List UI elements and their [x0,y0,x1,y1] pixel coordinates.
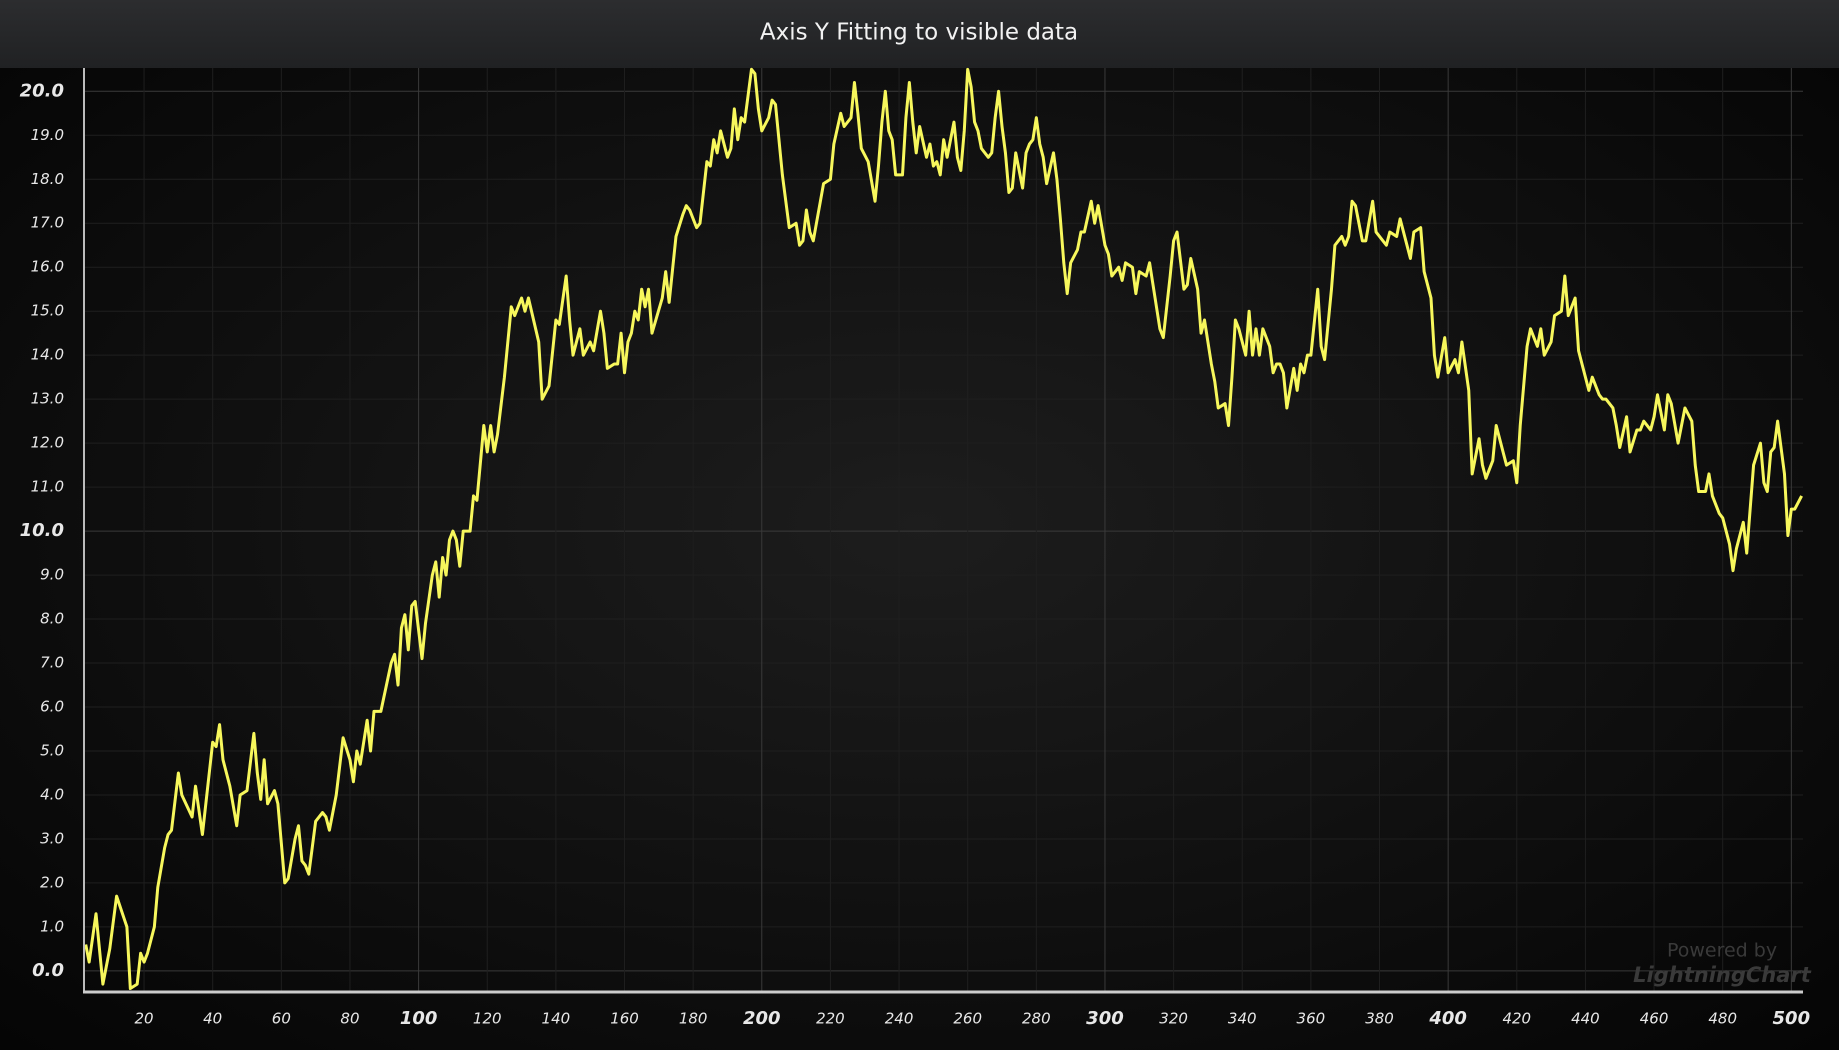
x-tick-label: 100 [400,1008,438,1029]
x-tick-label: 20 [135,1010,154,1028]
x-tick-label: 200 [743,1008,781,1029]
x-tick-label: 240 [885,1010,914,1028]
y-tick-label: 9.0 [40,566,64,584]
plot [84,67,1803,990]
x-tick-label: 440 [1571,1010,1600,1028]
x-tick-label: 280 [1022,1010,1051,1028]
y-tick-label: 0.0 [32,960,64,981]
grid [84,68,1803,992]
x-tick-label: 420 [1502,1010,1531,1028]
x-tick-label: 60 [272,1010,291,1028]
y-tick-label: 15.0 [31,302,64,320]
y-tick-label: 19.0 [31,126,64,144]
x-tick-label: 400 [1428,1008,1467,1029]
y-tick-label: 7.0 [40,654,64,672]
watermark-line2: LightningChart [1633,963,1812,987]
y-tick-label: 20.0 [20,80,64,101]
chart-title: Axis Y Fitting to visible data [760,20,1078,46]
y-tick-label: 10.0 [20,520,64,541]
x-tick-label: 180 [679,1010,708,1028]
x-tick-label: 480 [1708,1010,1737,1028]
x-tick-label: 500 [1773,1008,1811,1029]
y-tick-label: 6.0 [40,698,64,716]
x-tick-label: 380 [1365,1010,1394,1028]
x-tick-label: 300 [1086,1008,1124,1029]
y-tick-label: 12.0 [31,434,64,452]
x-tick-label: 40 [203,1010,222,1028]
x-tick-label: 260 [953,1010,982,1028]
y-tick-label: 13.0 [31,390,64,408]
y-tick-label: 11.0 [31,478,64,496]
x-tick-label: 320 [1159,1010,1188,1028]
y-tick-label: 18.0 [31,170,64,188]
y-tick-label: 2.0 [40,873,64,891]
watermark-line1: Powered by [1667,940,1777,962]
x-tick-label: 140 [542,1010,571,1028]
x-tick-label: 460 [1640,1010,1669,1028]
y-tick-label: 17.0 [31,214,64,232]
y-tick-label: 14.0 [31,346,64,364]
x-tick-label: 160 [610,1010,639,1028]
tick-labels: 0.0 1.0 2.0 3.0 4.0 5.0 6.0 7.0 8.0 9.0 10.0 11.0 12… [20,80,1811,1029]
x-tick-label: 220 [816,1010,845,1028]
y-tick-label: 1.0 [40,917,64,935]
y-tick-label: 8.0 [40,610,64,628]
y-tick-label: 5.0 [40,741,64,759]
x-tick-label: 360 [1297,1010,1326,1028]
x-tick-label: 80 [340,1010,359,1028]
x-tick-label: 340 [1228,1010,1257,1028]
y-tick-label: 16.0 [31,258,64,276]
data-line [84,67,1803,990]
title-bar [0,0,1839,68]
x-tick-label: 120 [473,1010,502,1028]
y-tick-label: 3.0 [40,829,64,847]
y-tick-label: 4.0 [40,785,64,803]
